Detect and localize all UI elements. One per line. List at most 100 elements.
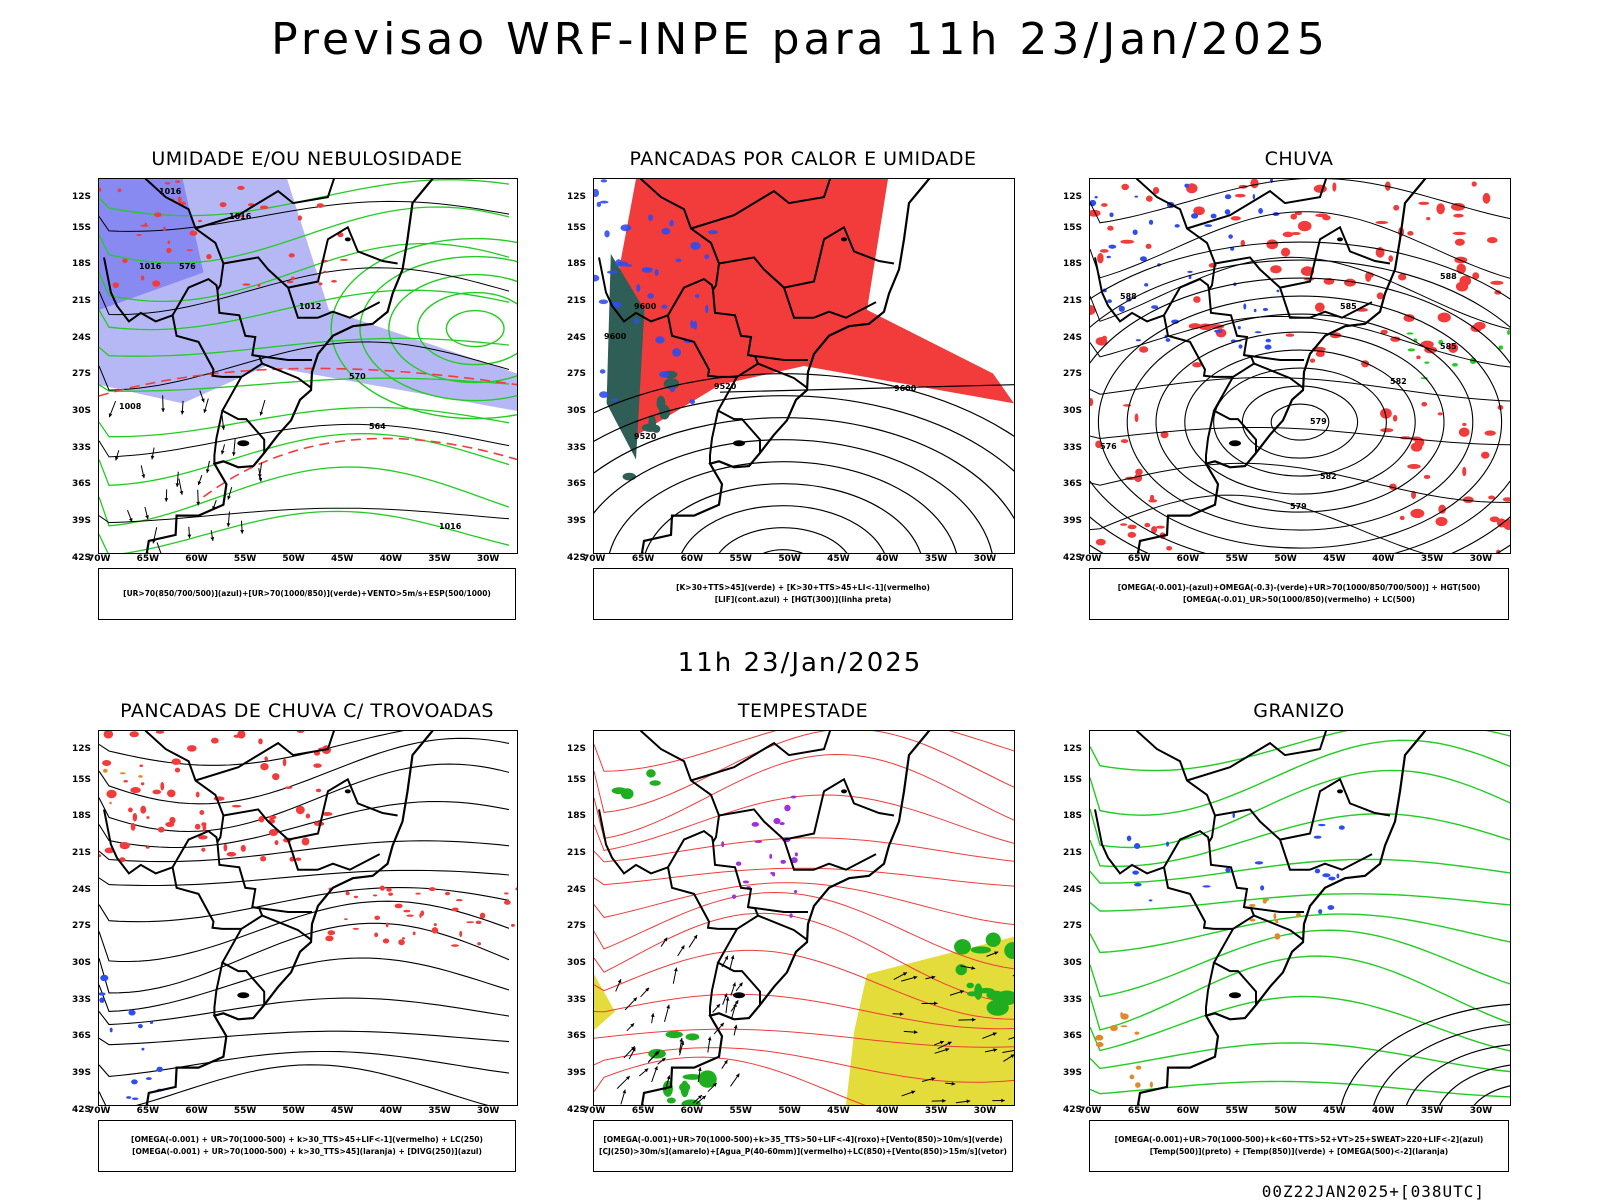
lat-tick-label: 15S — [1063, 223, 1082, 233]
heat-convection-area — [615, 179, 1014, 441]
svg-text:9600: 9600 — [604, 332, 627, 341]
legend-line: [LIF](cont.azul) + [HGT(300)](linha pret… — [715, 594, 892, 606]
lon-tick-label: 70W — [88, 554, 110, 564]
lat-tick-label: 36S — [567, 1031, 586, 1041]
legend-line: [CJ(250)>30m/s](amarelo)+[Agua_P(40-60mm… — [599, 1146, 1007, 1158]
lon-tick-label: 35W — [428, 554, 450, 564]
lon-tick-label: 65W — [632, 1106, 654, 1116]
lon-tick-label: 70W — [1079, 554, 1101, 564]
lat-tick-label: 12S — [72, 192, 91, 202]
lat-tick-label: 18S — [72, 259, 91, 269]
main-title: Previsao WRF-INPE para 11h 23/Jan/2025 — [0, 14, 1600, 65]
svg-text:582: 582 — [1320, 472, 1337, 481]
legend-line: [OMEGA(-0.001)-(azul)+OMEGA(-0.3)-(verde… — [1118, 582, 1481, 594]
lon-tick-label: 40W — [380, 1106, 402, 1116]
panel-legend: [UR>70(850/700/500)](azul)+[UR>70(1000/8… — [98, 568, 516, 620]
svg-text:585: 585 — [1440, 342, 1457, 351]
lat-tick-label: 24S — [1063, 333, 1082, 343]
panel-legend: [OMEGA(-0.001)+UR>70(1000-500)+k>35_TTS>… — [593, 1120, 1013, 1172]
panel-title: TEMPESTADE — [533, 700, 1073, 722]
lon-tick-label: 70W — [1079, 1106, 1101, 1116]
lat-tick-label: 15S — [567, 775, 586, 785]
lon-tick-label: 50W — [778, 1106, 800, 1116]
lat-tick-label: 30S — [1063, 406, 1082, 416]
svg-text:564: 564 — [369, 422, 386, 431]
lon-tick-label: 35W — [925, 1106, 947, 1116]
lat-tick-label: 33S — [1063, 443, 1082, 453]
lon-tick-label: 45W — [1323, 1106, 1345, 1116]
lon-tick-label: 45W — [331, 1106, 353, 1116]
lon-tick-label: 60W — [185, 554, 207, 564]
map-canvas — [594, 731, 1014, 1105]
lat-tick-label: 12S — [567, 192, 586, 202]
lon-tick-label: 60W — [185, 1106, 207, 1116]
lon-tick-label: 35W — [1421, 554, 1443, 564]
lon-tick-label: 70W — [583, 1106, 605, 1116]
lon-tick-label: 65W — [137, 554, 159, 564]
lat-tick-label: 39S — [567, 516, 586, 526]
panel-title: GRANIZO — [1029, 700, 1569, 722]
lon-tick-label: 65W — [1128, 554, 1150, 564]
lon-tick-label: 40W — [1372, 1106, 1394, 1116]
lon-tick-label: 70W — [583, 554, 605, 564]
lon-tick-label: 40W — [876, 554, 898, 564]
lon-tick-label: 65W — [632, 554, 654, 564]
lon-tick-label: 50W — [282, 554, 304, 564]
lat-tick-label: 39S — [1063, 1068, 1082, 1078]
lon-tick-label: 40W — [380, 554, 402, 564]
svg-text:1016: 1016 — [439, 522, 462, 531]
lon-tick-label: 55W — [234, 554, 256, 564]
lon-tick-label: 30W — [974, 1106, 996, 1116]
lon-tick-label: 65W — [1128, 1106, 1150, 1116]
panel-legend: [OMEGA(-0.001) + UR>70(1000-500) + k>30_… — [98, 1120, 516, 1172]
lat-tick-label: 33S — [1063, 995, 1082, 1005]
lat-tick-label: 24S — [567, 885, 586, 895]
svg-text:588: 588 — [1120, 292, 1137, 301]
wind-vectors — [616, 935, 743, 1104]
thunder-rain-red — [325, 885, 517, 946]
lat-tick-label: 21S — [1063, 296, 1082, 306]
lon-tick-label: 50W — [282, 1106, 304, 1116]
lon-tick-label: 55W — [234, 1106, 256, 1116]
lat-tick-label: 36S — [72, 1031, 91, 1041]
lat-tick-label: 27S — [567, 369, 586, 379]
wind850-green — [612, 769, 661, 799]
omega-blue — [1090, 179, 1279, 350]
svg-text:579: 579 — [1310, 417, 1327, 426]
lat-tick-label: 18S — [567, 259, 586, 269]
lon-tick-label: 30W — [477, 1106, 499, 1116]
valid-time-label: 11h 23/Jan/2025 — [0, 648, 1600, 678]
lon-tick-label: 55W — [730, 1106, 752, 1116]
lat-tick-label: 36S — [1063, 479, 1082, 489]
legend-line: [OMEGA(-0.001) + UR>70(1000-500) + k>30_… — [131, 1134, 483, 1146]
lat-tick-label: 15S — [567, 223, 586, 233]
lat-tick-label: 27S — [72, 921, 91, 931]
legend-line: [K>30+TTS>45](verde) + [K>30+TTS>45+LI<-… — [676, 582, 930, 594]
svg-text:9600: 9600 — [634, 302, 657, 311]
svg-text:588: 588 — [1440, 272, 1457, 281]
lon-tick-label: 70W — [88, 1106, 110, 1116]
lon-tick-label: 30W — [477, 554, 499, 564]
svg-text:570: 570 — [349, 372, 366, 381]
lat-tick-label: 21S — [567, 848, 586, 858]
lat-tick-label: 24S — [1063, 885, 1082, 895]
run-info: 00Z22JAN2025+[038UTC] — [1262, 1182, 1485, 1201]
lat-tick-label: 21S — [1063, 848, 1082, 858]
lat-tick-label: 21S — [72, 296, 91, 306]
svg-text:9600: 9600 — [894, 384, 917, 393]
map-panel — [1089, 730, 1511, 1106]
svg-text:1008: 1008 — [119, 402, 142, 411]
lat-tick-label: 30S — [72, 958, 91, 968]
lat-tick-label: 24S — [72, 333, 91, 343]
legend-line: [OMEGA(-0.01)_UR>50(1000/850)(vermelho) … — [1183, 594, 1415, 606]
lon-tick-label: 35W — [1421, 1106, 1443, 1116]
divergence-blue — [99, 975, 163, 1100]
lat-tick-label: 24S — [72, 885, 91, 895]
omega-green — [1406, 330, 1510, 379]
lon-tick-label: 40W — [876, 1106, 898, 1116]
